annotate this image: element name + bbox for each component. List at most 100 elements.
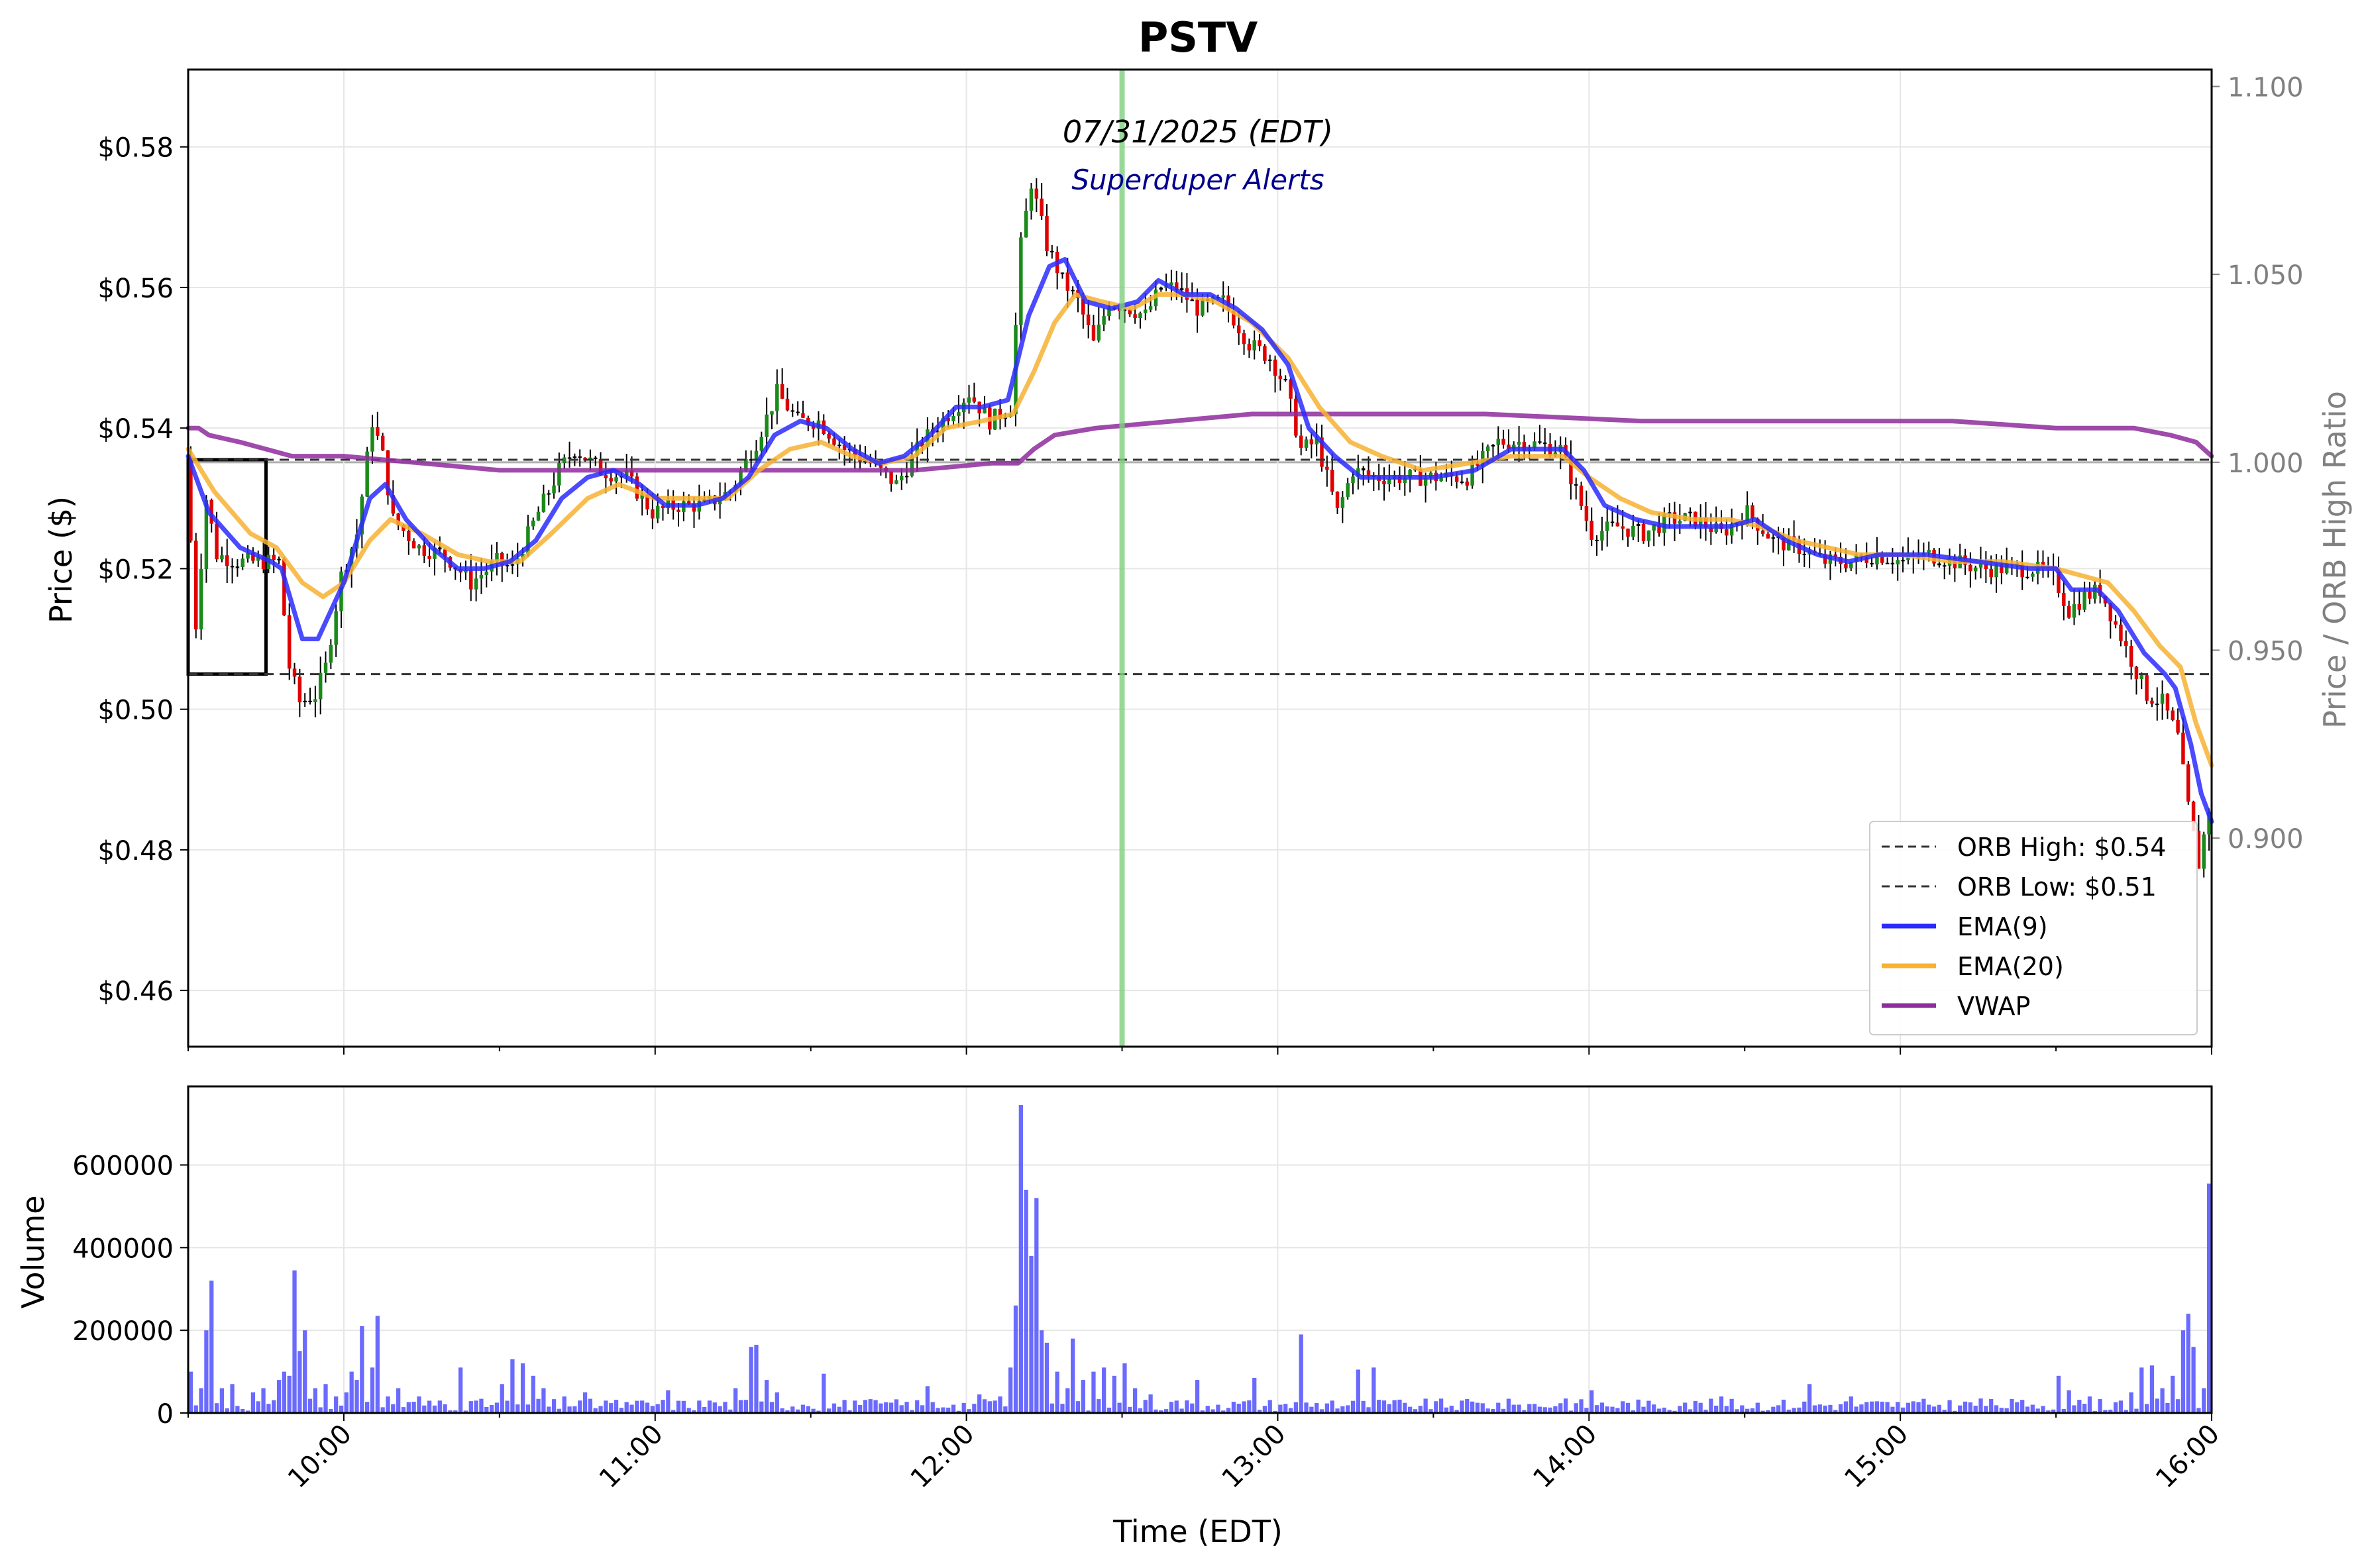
candle-body	[1491, 444, 1495, 447]
volume-bar	[1896, 1402, 1900, 1413]
volume-bar	[2092, 1410, 2097, 1413]
volume-bar	[2061, 1408, 2066, 1413]
volume-bar	[588, 1398, 593, 1413]
volume-bar	[1942, 1410, 1947, 1413]
volume-bar	[1931, 1406, 1937, 1413]
volume-bar	[879, 1403, 883, 1413]
volume-tick-label: 200000	[72, 1316, 174, 1347]
volume-bar	[2186, 1314, 2190, 1413]
candle-body	[842, 444, 847, 450]
candle-body	[1870, 562, 1874, 565]
volume-bar	[2149, 1365, 2155, 1413]
candle-body	[2134, 666, 2139, 680]
volume-bar	[1434, 1401, 1438, 1413]
candle-body	[1201, 298, 1205, 316]
candle-body	[402, 525, 405, 531]
candle-body	[957, 412, 961, 416]
candle-body	[1439, 477, 1443, 482]
candle-body	[754, 450, 759, 461]
volume-bar	[1309, 1406, 1314, 1413]
legend-label: EMA(9)	[1957, 912, 2048, 941]
volume-bar	[1236, 1404, 1241, 1413]
volume-bar	[1267, 1400, 1272, 1413]
volume-bar	[193, 1405, 198, 1413]
alerts-subtitle: Superduper Alerts	[1071, 164, 1324, 196]
candle-body	[1330, 470, 1334, 492]
volume-bar	[1195, 1380, 1200, 1413]
candle-body	[1880, 554, 1884, 563]
volume-bar	[1154, 1409, 1158, 1413]
candle-body	[1236, 325, 1241, 334]
volume-bar	[230, 1384, 235, 1413]
candle-body	[562, 457, 566, 464]
volume-bar	[873, 1400, 878, 1413]
volume-bar	[494, 1402, 500, 1413]
candle-body	[1175, 282, 1179, 290]
volume-bar	[1615, 1408, 1620, 1413]
volume-bar	[1989, 1399, 1994, 1413]
candle-body	[479, 575, 484, 579]
volume-bar	[1667, 1410, 1672, 1413]
volume-bar	[863, 1400, 868, 1413]
volume-bar	[1460, 1400, 1464, 1413]
volume-bar	[650, 1406, 655, 1413]
volume-bar	[1978, 1398, 1983, 1413]
candle-body	[2082, 592, 2086, 610]
candle-body	[251, 552, 255, 561]
volume-bar	[1807, 1384, 1812, 1413]
volume-bar	[1683, 1402, 1688, 1413]
volume-bar	[2015, 1402, 2019, 1413]
volume-bar	[1003, 1406, 1008, 1413]
candle-body	[1984, 564, 1988, 569]
volume-bar	[593, 1408, 598, 1413]
volume-bar	[754, 1345, 759, 1413]
candle-body	[380, 435, 385, 450]
candle-body	[1605, 521, 1609, 531]
candle-body	[1709, 527, 1713, 533]
candle-body	[879, 462, 883, 468]
volume-bar	[1584, 1408, 1589, 1413]
volume-bar	[775, 1392, 779, 1413]
volume-bar	[1843, 1401, 1849, 1413]
candle-body	[1065, 272, 1070, 291]
volume-bar	[1480, 1403, 1485, 1413]
volume-bar	[1911, 1401, 1915, 1413]
volume-bar	[1018, 1105, 1023, 1413]
volume-bar	[1501, 1408, 1506, 1413]
volume-bar	[557, 1408, 562, 1413]
volume-bar	[2118, 1400, 2124, 1413]
candle-body	[443, 549, 447, 557]
candle-body	[297, 676, 302, 703]
candle-body	[759, 437, 764, 451]
volume-bar	[1506, 1398, 1511, 1413]
volume-bar	[681, 1400, 686, 1413]
volume-tick-label: 600000	[72, 1151, 174, 1182]
volume-bar	[2056, 1375, 2061, 1413]
candle-body	[1242, 333, 1246, 344]
volume-bar	[2030, 1404, 2035, 1413]
volume-bar	[318, 1407, 323, 1413]
volume-bar	[2206, 1183, 2212, 1413]
volume-bar	[1527, 1404, 1532, 1413]
volume-bar	[826, 1408, 832, 1413]
price-axes: $0.46 $0.48 $0.50 $0.52 $0.54 $0.56 $0.58 0.900…	[97, 73, 2304, 1055]
candle-body	[1273, 359, 1277, 376]
candle-body	[313, 699, 317, 702]
candle-body	[832, 439, 836, 445]
volume-bar	[1589, 1390, 1594, 1413]
volume-bar	[1927, 1404, 1931, 1413]
candle-body	[438, 547, 442, 550]
volume-bar	[1330, 1400, 1334, 1413]
volume-bar	[785, 1410, 790, 1413]
volume-bar	[2082, 1404, 2087, 1413]
volume-bar	[329, 1409, 333, 1413]
candle-body	[1476, 463, 1480, 466]
candle-body	[411, 541, 416, 549]
volume-bar	[1698, 1402, 1703, 1413]
volume-bar	[1869, 1401, 1874, 1413]
volume-bar	[437, 1400, 442, 1413]
volume-bar	[1262, 1406, 1267, 1413]
candle-body	[386, 450, 390, 496]
candle-body	[2077, 604, 2082, 610]
volume-bar	[1081, 1380, 1085, 1413]
